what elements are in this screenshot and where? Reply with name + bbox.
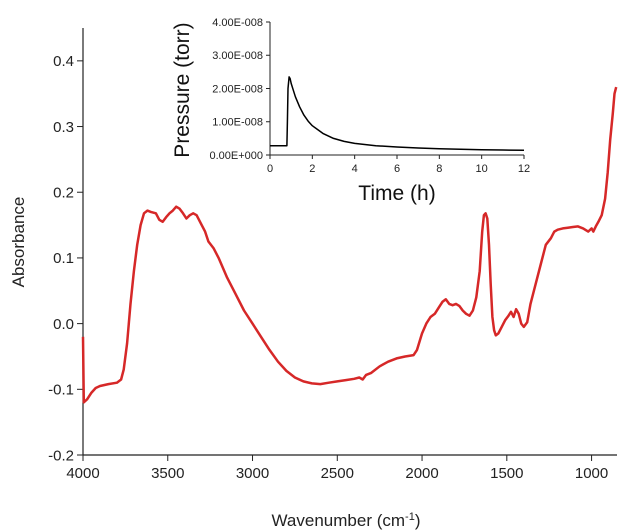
inset-x-tick-label: 10 bbox=[476, 163, 488, 175]
main-x-tick-label: 1000 bbox=[575, 465, 608, 482]
inset-x-tick-label: 4 bbox=[352, 163, 358, 175]
inset-y-tick-label: 2.00E-008 bbox=[212, 83, 263, 95]
main-y-tick-label: 0.1 bbox=[53, 250, 74, 267]
y-axis-title: Absorbance bbox=[9, 197, 28, 288]
pressure-series-line bbox=[270, 76, 525, 152]
inset-x-tick-label: 2 bbox=[309, 163, 315, 175]
inset-y-tick-label: 4.00E-008 bbox=[212, 17, 263, 29]
main-y-tick-label: 0.4 bbox=[53, 53, 74, 70]
x-axis-title: Wavenumber (cm-1) bbox=[272, 511, 421, 530]
inset-x-axis-title: Time (h) bbox=[358, 182, 435, 205]
inset-y-axis-title: Pressure (torr) bbox=[171, 22, 194, 157]
main-y-tick-label: -0.2 bbox=[48, 447, 74, 464]
main-y-tick-label: 0.3 bbox=[53, 119, 74, 136]
main-x-tick-label: 3000 bbox=[236, 465, 269, 482]
main-x-tick-label: 3500 bbox=[151, 465, 184, 482]
main-x-tick-label: 2500 bbox=[321, 465, 354, 482]
inset-x-tick-label: 0 bbox=[267, 163, 273, 175]
absorbance-series-line bbox=[81, 86, 618, 404]
main-x-tick-label: 4000 bbox=[66, 465, 99, 482]
inset-x-tick-label: 8 bbox=[436, 163, 442, 175]
inset-x-tick-label: 6 bbox=[394, 163, 400, 175]
inset-y-tick-label: 3.00E-008 bbox=[212, 50, 263, 62]
inset-y-tick-label: 0.00E+000 bbox=[209, 150, 263, 162]
inset-y-tick-label: 1.00E-008 bbox=[212, 117, 263, 129]
main-x-tick-label: 2000 bbox=[405, 465, 438, 482]
inset-x-tick-label: 12 bbox=[518, 163, 530, 175]
main-y-tick-label: 0.2 bbox=[53, 184, 74, 201]
main-y-tick-label: 0.0 bbox=[53, 316, 74, 333]
main-x-tick-label: 1500 bbox=[490, 465, 523, 482]
main-y-tick-label: -0.1 bbox=[48, 382, 74, 399]
